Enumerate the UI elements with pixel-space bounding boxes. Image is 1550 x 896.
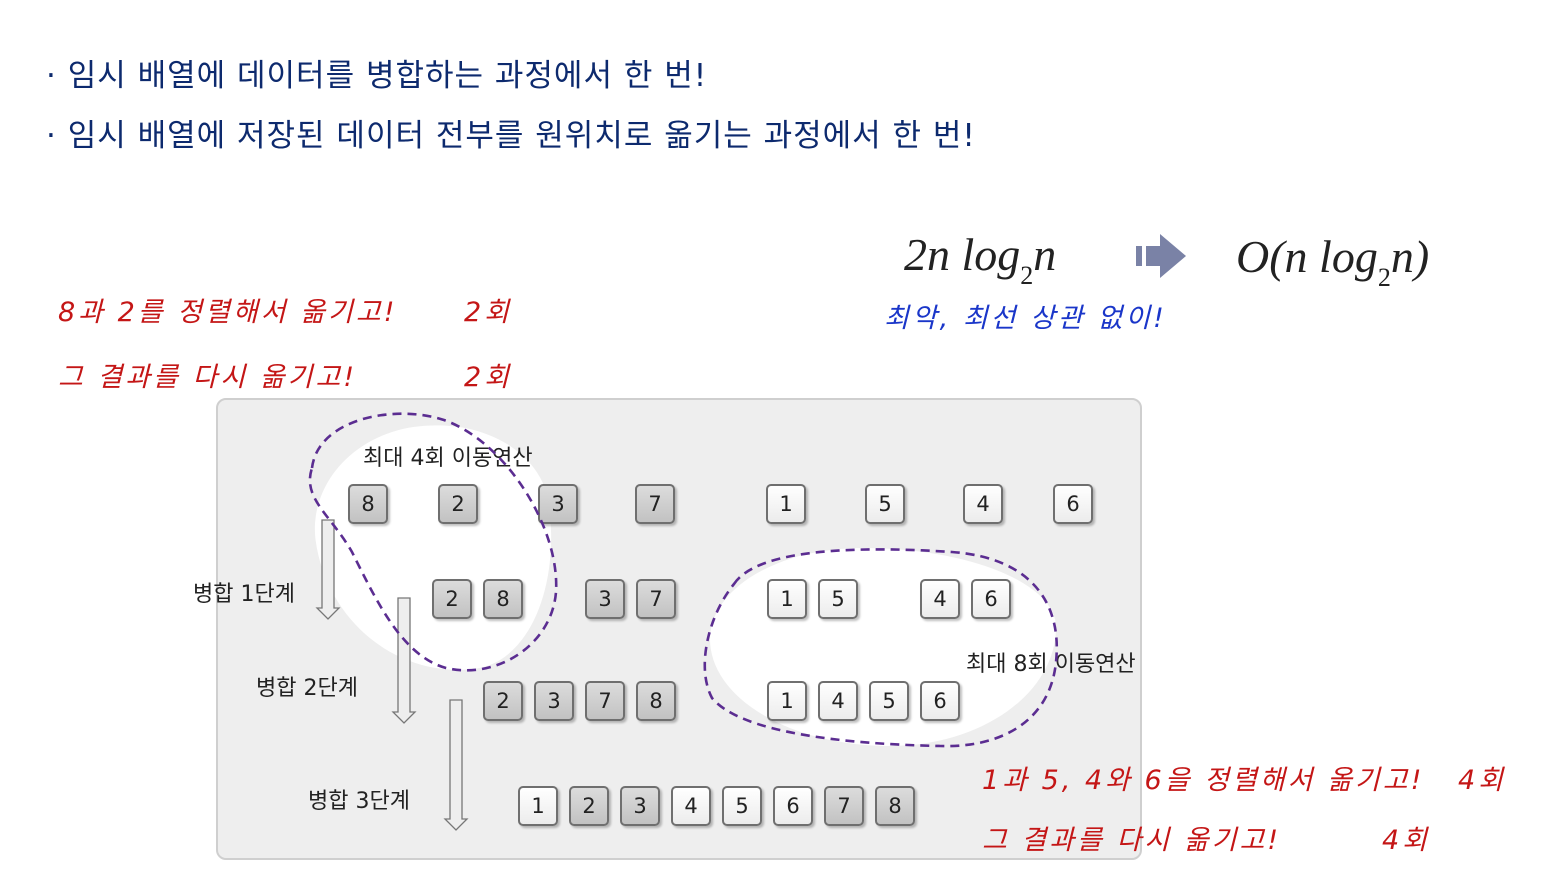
stage3-arrow [443,699,469,831]
dashed-loop-left [308,412,558,672]
row3-box-2: 2 [569,786,609,826]
formula-right-main: O(n log [1236,231,1378,282]
row2-box-1: 2 [483,681,523,721]
row0-box-3: 3 [538,484,578,524]
note-right-line1-count: 4회 [1458,765,1507,796]
row3-box-5: 5 [722,786,762,826]
row1-box-7: 4 [920,579,960,619]
stage1-arrow [315,519,341,620]
row2-box-2: 3 [534,681,574,721]
dashed-loop-right [703,548,1059,748]
formula-left-main: 2n log [904,229,1021,280]
row3-box-6: 6 [773,786,813,826]
row0-box-1: 8 [348,484,388,524]
row0-box-4: 7 [635,484,675,524]
label-stage3: 병합 3단계 [308,789,410,814]
formula-right-tail: n) [1390,231,1430,282]
row1-box-5: 1 [767,579,807,619]
row1-box-3: 3 [585,579,625,619]
row1-box-6: 5 [818,579,858,619]
note-left-line2-count: 2회 [464,362,513,393]
formula-right-sub: 2 [1377,263,1391,293]
note-left-line2: 그 결과를 다시 옮기고! [58,362,358,393]
row3-box-3: 3 [620,786,660,826]
row1-box-1: 2 [432,579,472,619]
row2-box-4: 8 [636,681,676,721]
note-left-line1-count: 2회 [464,297,513,328]
row0-box-8: 6 [1053,484,1093,524]
row3-box-7: 7 [824,786,864,826]
formula-right: O(n log2n) [1236,230,1430,293]
row0-box-7: 4 [963,484,1003,524]
label-max4: 최대 4회 이동연산 [363,446,533,471]
row2-box-8: 6 [920,681,960,721]
note-worst-best: 최악, 최선 상관 없이! [884,303,1167,334]
row0-box-6: 5 [865,484,905,524]
row2-box-5: 1 [767,681,807,721]
formula-left: 2n log2n [904,228,1057,291]
row1-box-2: 8 [483,579,523,619]
row2-box-6: 4 [818,681,858,721]
right-arrow-icon [1136,234,1186,278]
row3-box-4: 4 [671,786,711,826]
row1-box-8: 6 [971,579,1011,619]
note-right-line2-count: 4회 [1382,825,1431,856]
note-left-line1: 8과 2를 정렬해서 옮기고! [58,297,398,328]
note-right-line2: 그 결과를 다시 옮기고! [982,825,1282,856]
label-max8: 최대 8회 이동연산 [966,652,1136,677]
stage2-arrow [391,597,417,724]
row2-box-7: 5 [869,681,909,721]
formula-left-sub: 2 [1020,261,1034,291]
row3-box-8: 8 [875,786,915,826]
row0-box-5: 1 [766,484,806,524]
label-stage2: 병합 2단계 [256,676,358,701]
bullet-2: · 임시 배열에 저장된 데이터 전부를 원위치로 옮기는 과정에서 한 번! [46,118,976,154]
row2-box-3: 7 [585,681,625,721]
formula-left-tail: n [1033,229,1057,280]
row1-box-4: 7 [636,579,676,619]
row3-box-1: 1 [518,786,558,826]
label-stage1: 병합 1단계 [193,582,295,607]
row0-box-2: 2 [438,484,478,524]
note-right-line1: 1과 5, 4와 6을 정렬해서 옮기고! [982,765,1425,796]
bullet-1: · 임시 배열에 데이터를 병합하는 과정에서 한 번! [46,58,708,94]
